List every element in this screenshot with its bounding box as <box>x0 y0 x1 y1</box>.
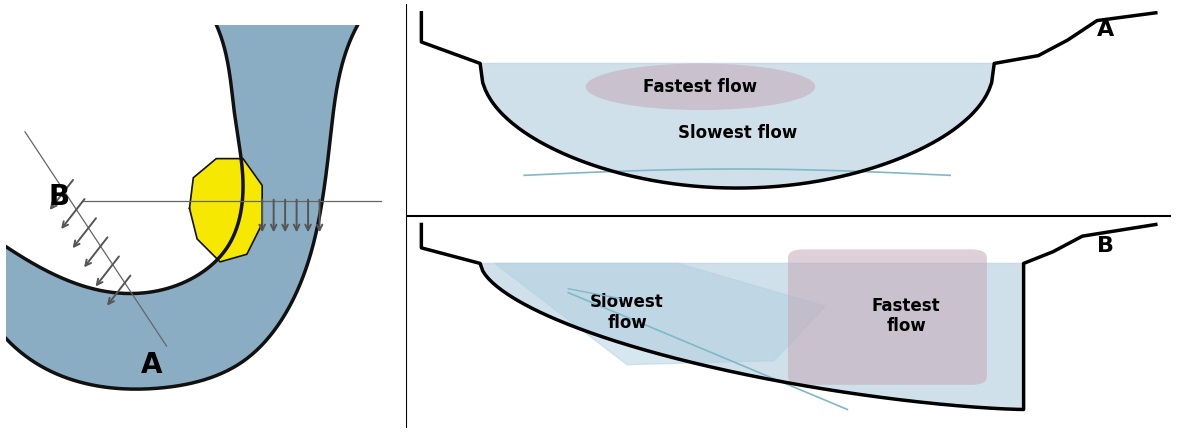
Text: Fastest
flow: Fastest flow <box>872 297 940 335</box>
Polygon shape <box>480 264 1024 410</box>
Ellipse shape <box>586 64 816 110</box>
Text: Slowest flow: Slowest flow <box>678 124 797 142</box>
Polygon shape <box>480 64 995 188</box>
Text: A: A <box>140 351 162 379</box>
Text: A: A <box>1097 20 1115 40</box>
FancyBboxPatch shape <box>787 249 986 385</box>
Polygon shape <box>494 264 825 365</box>
Text: B: B <box>49 183 69 211</box>
Text: Fastest flow: Fastest flow <box>644 78 758 96</box>
Text: Slowest
flow: Slowest flow <box>590 293 664 331</box>
Text: B: B <box>1097 236 1115 256</box>
Polygon shape <box>6 25 358 389</box>
Polygon shape <box>189 159 262 262</box>
